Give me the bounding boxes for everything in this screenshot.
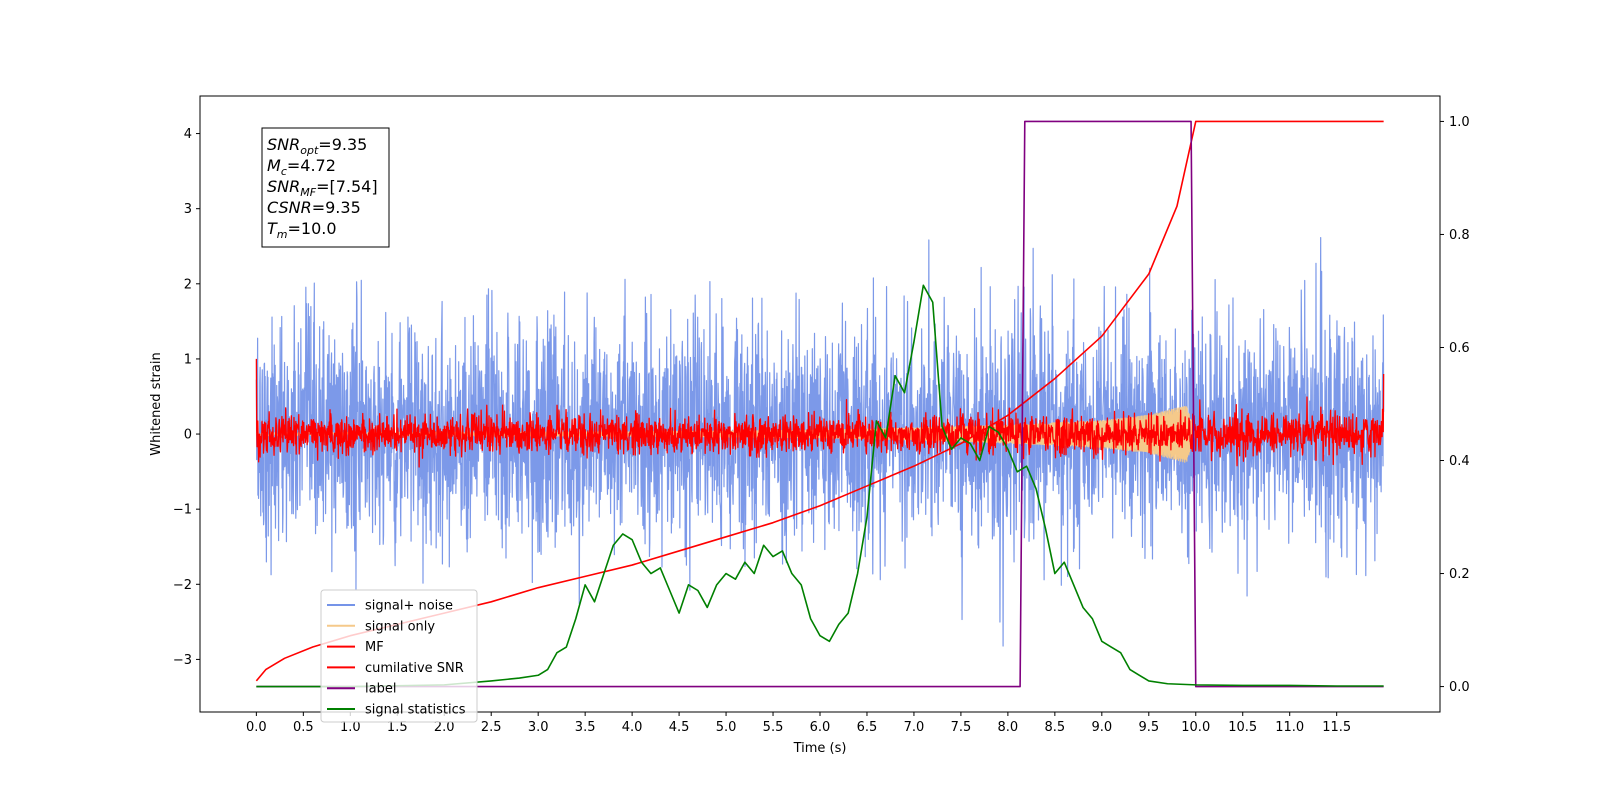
x-tick-label: 6.5: [857, 720, 878, 735]
x-tick-label: 1.0: [340, 720, 361, 735]
y-tick-label-left: 1: [184, 352, 192, 367]
legend: signal+ noise signal only MF cumilative SNR…: [320, 589, 478, 723]
x-tick-label: 11.0: [1275, 720, 1304, 735]
y-tick-label-left: 3: [184, 202, 192, 217]
y-axis-label: Whitened strain: [149, 352, 164, 455]
x-tick-label: 3.5: [575, 720, 596, 735]
y-tick-label-left: 2: [184, 277, 192, 292]
x-tick-label: 8.0: [998, 720, 1019, 735]
series-mf: [255, 358, 1385, 468]
series-label: [256, 120, 1384, 688]
x-tick-label: 10.5: [1228, 720, 1257, 735]
x-tick-label: 1.5: [387, 720, 408, 735]
y-axis-right: 0.0 0.2 0.4 0.6 0.8 1.0: [1440, 115, 1470, 695]
x-tick-label: 9.5: [1138, 720, 1159, 735]
legend-label-signal-statistics: signal statistics: [365, 703, 466, 718]
x-tick-label: 4.5: [669, 720, 690, 735]
x-tick-label: 2.0: [434, 720, 455, 735]
y-tick-label-right: 0.0: [1449, 680, 1470, 695]
legend-frame: [320, 589, 478, 723]
x-tick-label: 5.5: [763, 720, 784, 735]
legend-label-signal-only: signal only: [365, 619, 435, 634]
y-tick-label-right: 0.8: [1449, 228, 1470, 243]
x-tick-label: 2.5: [481, 720, 502, 735]
y-tick-label-left: 0: [184, 428, 192, 443]
x-tick-label: 6.0: [810, 720, 831, 735]
x-axis: 0.0 0.5 1.0 1.5 2.0 2.5 3.0 3.5 4.0 4.5 5.0 5.5 6.0 6…: [246, 712, 1351, 735]
x-tick-label: 9.0: [1091, 720, 1112, 735]
legend-label-mf: MF: [365, 640, 384, 655]
x-tick-label: 5.0: [716, 720, 737, 735]
x-tick-label: 8.5: [1045, 720, 1066, 735]
x-tick-label: 4.0: [622, 720, 643, 735]
legend-label-label: label: [365, 682, 396, 697]
y-tick-label-left: −2: [173, 578, 192, 593]
legend-label-cumilative-snr: cumilative SNR: [365, 661, 464, 676]
y-tick-label-right: 0.6: [1449, 341, 1470, 356]
legend-label-signal-noise: signal+ noise: [365, 599, 453, 614]
series-signal-statistics: [256, 284, 1384, 688]
x-tick-label: 3.0: [528, 720, 549, 735]
x-tick-label: 0.5: [293, 720, 314, 735]
annotation-text: SNRopt=9.35 Mc=4.72 SNRMF=[7.54] CSNR=9.35 T…: [267, 135, 378, 241]
x-tick-label: 7.5: [951, 720, 972, 735]
y-tick-label-right: 0.2: [1449, 567, 1470, 582]
y-axis-left: −3 −2 −1 0 1 2 3 4: [173, 127, 200, 668]
y-tick-label-right: 1.0: [1449, 115, 1470, 130]
x-tick-label: 0.0: [246, 720, 267, 735]
y-tick-label-left: −1: [173, 503, 192, 518]
y-tick-label-left: 4: [184, 127, 192, 142]
annotation-box: SNRopt=9.35 Mc=4.72 SNRMF=[7.54] CSNR=9.35 T…: [261, 127, 390, 248]
y-tick-label-left: −3: [173, 653, 192, 668]
x-tick-label: 11.5: [1322, 720, 1351, 735]
x-tick-label: 10.0: [1181, 720, 1210, 735]
x-axis-label: Time (s): [793, 741, 847, 756]
y-tick-label-right: 0.4: [1449, 454, 1470, 469]
x-tick-label: 7.0: [904, 720, 925, 735]
